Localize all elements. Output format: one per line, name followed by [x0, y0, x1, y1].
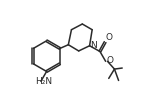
Text: H₂N: H₂N: [35, 77, 52, 86]
Text: O: O: [106, 56, 113, 66]
Text: O: O: [106, 33, 113, 42]
Text: N: N: [90, 41, 97, 50]
